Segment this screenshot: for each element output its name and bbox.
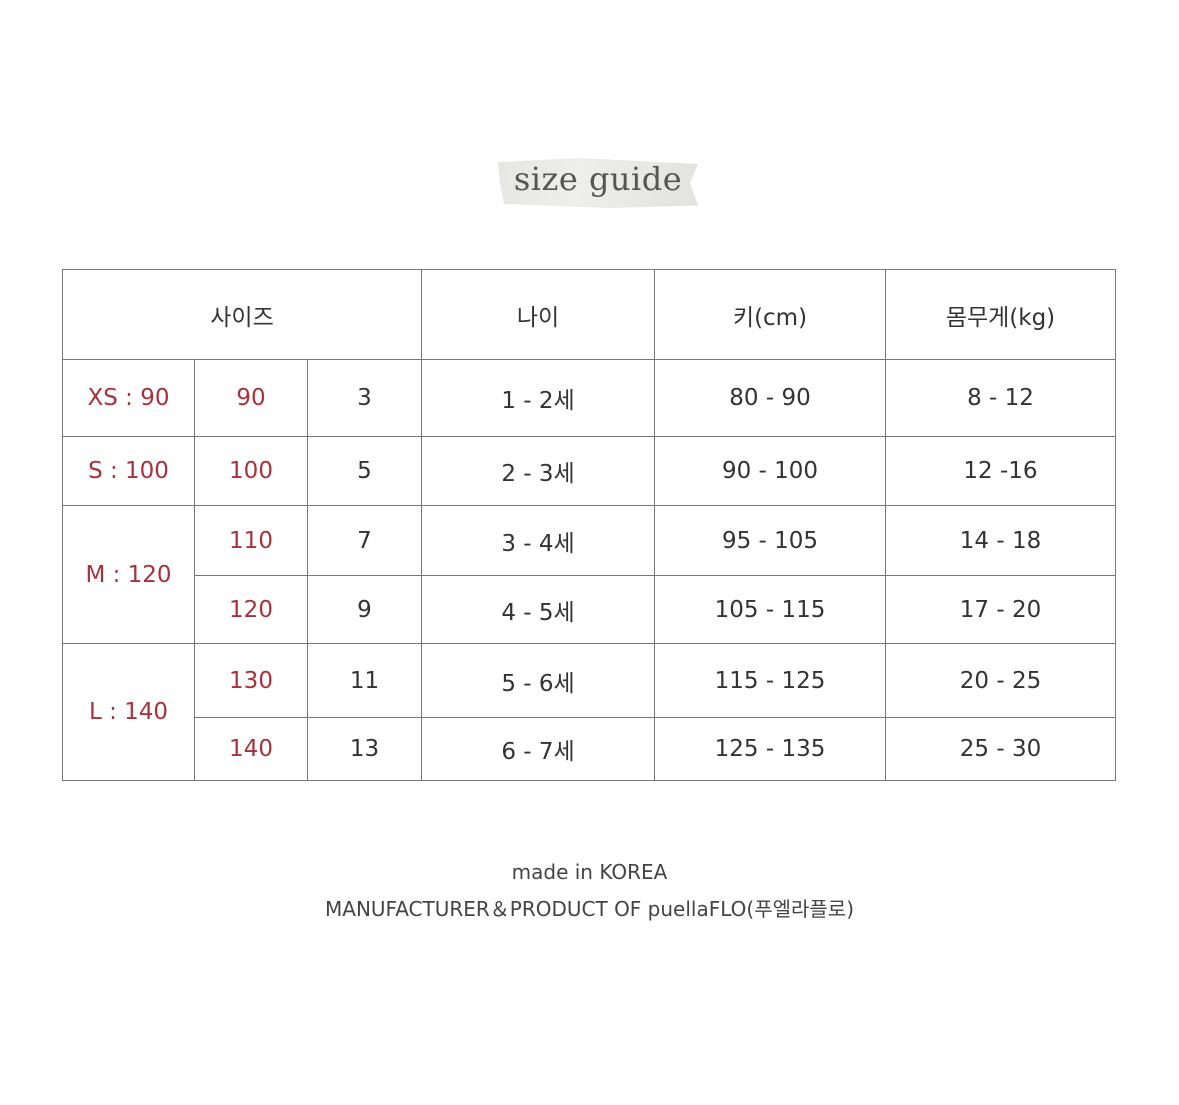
size-cell: 110 xyxy=(194,505,308,576)
age-cell: 4 - 5세 xyxy=(421,575,655,644)
size-group-label: XS : 90 xyxy=(62,359,195,437)
table-row: 140 13 6 - 7세 125 - 135 25 - 30 xyxy=(63,717,1116,781)
number-cell: 3 xyxy=(307,359,422,437)
number-cell: 9 xyxy=(307,575,422,644)
weight-cell: 8 - 12 xyxy=(885,359,1116,437)
table-row: L : 140 130 11 5 - 6세 115 - 125 20 - 25 xyxy=(62,643,1116,781)
height-cell: 95 - 105 xyxy=(654,505,886,576)
weight-cell: 17 - 20 xyxy=(885,575,1116,644)
size-cell: 120 xyxy=(194,575,308,644)
number-cell: 7 xyxy=(307,505,422,576)
age-cell: 2 - 3세 xyxy=(421,436,655,506)
header-weight: 몸무게(kg) xyxy=(885,269,1116,360)
weight-cell: 14 - 18 xyxy=(885,505,1116,576)
size-group-label: M : 120 xyxy=(62,505,195,644)
size-group-label: S : 100 xyxy=(62,436,195,506)
size-table: 사이즈 나이 키(cm) 몸무게(kg) XS : 90 90 3 1 - 2세… xyxy=(62,269,1116,781)
age-cell: 5 - 6세 xyxy=(421,643,655,718)
page-title: size guide xyxy=(513,160,683,198)
number-cell: 11 xyxy=(307,643,422,718)
number-cell: 13 xyxy=(307,717,422,781)
size-cell: 100 xyxy=(194,436,308,506)
height-cell: 105 - 115 xyxy=(654,575,886,644)
size-group-label: L : 140 xyxy=(62,643,195,781)
size-cell: 140 xyxy=(194,717,308,781)
number-cell: 5 xyxy=(307,436,422,506)
header-row: 사이즈 나이 키(cm) 몸무게(kg) xyxy=(62,269,1116,360)
height-cell: 90 - 100 xyxy=(654,436,886,506)
weight-cell: 25 - 30 xyxy=(885,717,1116,781)
origin-text: made in KOREA xyxy=(511,860,668,884)
height-cell: 115 - 125 xyxy=(654,643,886,718)
weight-cell: 12 -16 xyxy=(885,436,1116,506)
tape-label-background xyxy=(498,158,698,208)
size-cell: 90 xyxy=(194,359,308,437)
size-cell: 130 xyxy=(194,643,308,718)
age-cell: 3 - 4세 xyxy=(421,505,655,576)
age-cell: 1 - 2세 xyxy=(421,359,655,437)
table-row: 120 9 4 - 5세 105 - 115 17 - 20 xyxy=(63,575,1116,644)
age-cell: 6 - 7세 xyxy=(421,717,655,781)
header-height: 키(cm) xyxy=(654,269,886,360)
header-size: 사이즈 xyxy=(62,269,422,360)
height-cell: 125 - 135 xyxy=(654,717,886,781)
manufacturer-text: MANUFACTURER＆PRODUCT OF puellaFLO(푸엘라플로) xyxy=(325,897,854,921)
height-cell: 80 - 90 xyxy=(654,359,886,437)
header-age: 나이 xyxy=(421,269,655,360)
table-row: S : 100 100 5 2 - 3세 90 - 100 12 -16 xyxy=(62,436,1116,506)
table-row: XS : 90 90 3 1 - 2세 80 - 90 8 - 12 xyxy=(62,359,1116,437)
weight-cell: 20 - 25 xyxy=(885,643,1116,718)
table-row: M : 120 110 7 3 - 4세 95 - 105 14 - 18 xyxy=(62,505,1116,644)
